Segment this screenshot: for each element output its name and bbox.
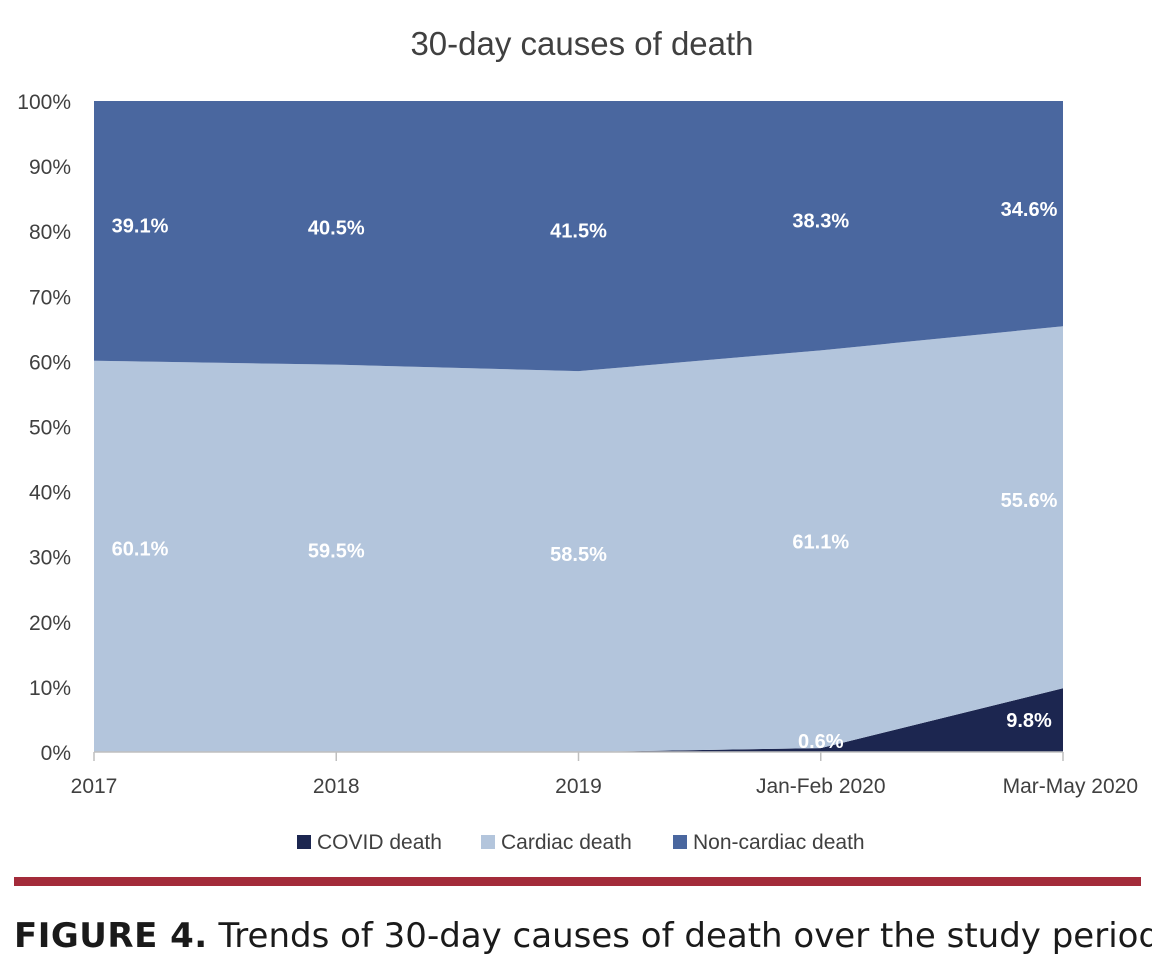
data-label-cardiac: 58.5%: [550, 544, 607, 566]
area-covid: [94, 688, 1063, 752]
y-tick-label: 100%: [17, 91, 71, 114]
data-label-covid: 9.8%: [1006, 710, 1052, 732]
caption-lead: FIGURE 4.: [14, 916, 208, 956]
data-label-noncardiac: 39.1%: [112, 216, 169, 238]
data-label-cardiac: 55.6%: [1001, 490, 1058, 512]
x-tick-label: Jan-Feb 2020: [756, 775, 886, 798]
y-tick-label: 90%: [29, 156, 71, 179]
x-tick-label: 2018: [313, 775, 360, 798]
y-tick-label: 30%: [29, 547, 71, 570]
legend-swatch-cardiac: [481, 835, 495, 849]
stacked-area-chart: 30-day causes of death 2017 2018 2019 Jan-F…: [17, 25, 1138, 854]
data-label-noncardiac: 41.5%: [550, 221, 607, 243]
data-label-noncardiac: 38.3%: [792, 211, 849, 233]
data-label-noncardiac: 34.6%: [1001, 199, 1058, 221]
data-label-covid: 0.6%: [798, 731, 844, 753]
y-tick-label: 70%: [29, 286, 71, 309]
caption-divider: [14, 877, 1141, 886]
x-tick-label: 2017: [71, 775, 118, 798]
y-tick-label: 40%: [29, 482, 71, 505]
y-tick-label: 10%: [29, 677, 71, 700]
legend-label-covid: COVID death: [317, 831, 442, 854]
x-tick-label: 2019: [555, 775, 602, 798]
chart-title: 30-day causes of death: [410, 25, 753, 62]
data-label-cardiac: 60.1%: [112, 539, 169, 561]
y-tick-label: 0%: [41, 742, 71, 765]
area-cardiac: [94, 326, 1063, 752]
legend-label-noncardiac: Non-cardiac death: [693, 831, 865, 854]
y-tick-label: 80%: [29, 221, 71, 244]
data-label-noncardiac: 40.5%: [308, 218, 365, 240]
caption-text: Trends of 30-day causes of death over th…: [207, 916, 1152, 956]
x-tick-label: Mar-May 2020: [1003, 775, 1138, 798]
legend-swatch-noncardiac: [673, 835, 687, 849]
figure-caption: FIGURE 4. Trends of 30-day causes of dea…: [14, 916, 1152, 956]
y-tick-label: 50%: [29, 417, 71, 440]
y-tick-label: 60%: [29, 351, 71, 374]
y-tick-label: 20%: [29, 612, 71, 635]
data-label-cardiac: 59.5%: [308, 541, 365, 563]
legend-swatch-covid: [297, 835, 311, 849]
area-noncardiac: [94, 101, 1063, 372]
data-label-cardiac: 61.1%: [792, 531, 849, 553]
legend-label-cardiac: Cardiac death: [501, 831, 632, 854]
